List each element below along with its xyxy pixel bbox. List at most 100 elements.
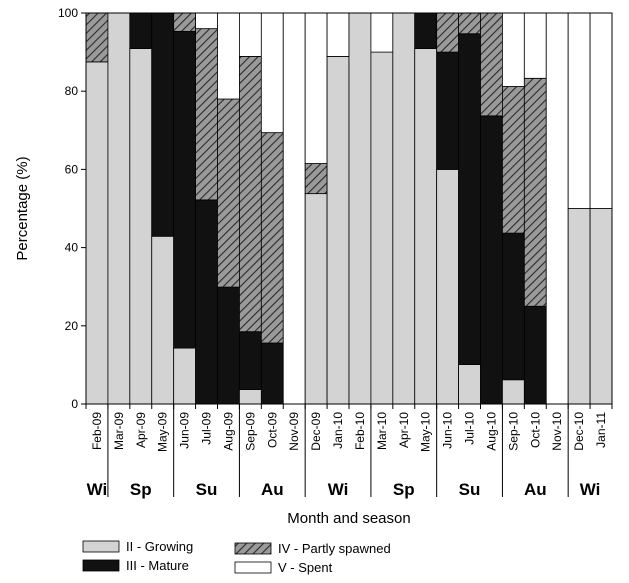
bar-segment-jun-10-ii-growing xyxy=(436,168,459,405)
x-tick-label-apr-10: Apr-10 xyxy=(397,412,411,448)
bar-segment-may-10-ii-growing xyxy=(414,48,438,405)
x-tick-label-dec-10: Dec-10 xyxy=(572,412,586,451)
season-label-su: Su xyxy=(196,480,218,499)
bar-segment-sep-09-iii-mature xyxy=(239,331,262,390)
bar-segment-may-09-ii-growing xyxy=(151,235,175,405)
bar-segment-mar-09-ii-growing xyxy=(107,12,131,405)
x-tick-label-jun-10: Jun-10 xyxy=(441,412,455,449)
x-tick-label-may-09: May-09 xyxy=(156,412,170,452)
bar-segment-mar-10-ii-growing xyxy=(370,51,394,405)
season-label-au: Au xyxy=(261,480,284,499)
bar-segment-jun-09-iii-mature xyxy=(173,30,196,349)
bar-segment-feb-09-ii-growing xyxy=(85,61,109,405)
legend-swatch-v-spent xyxy=(234,561,272,574)
x-tick-label-feb-09: Feb-09 xyxy=(90,412,104,450)
y-tick-label: 0 xyxy=(71,397,78,411)
bar-segment-aug-10-iv-partly-spawned xyxy=(480,12,503,117)
bar-segment-dec-10-ii-growing xyxy=(567,208,591,405)
bar-segment-oct-09-v-spent xyxy=(260,12,284,134)
x-tick-label-mar-10: Mar-10 xyxy=(375,412,389,450)
bar-segment-jan-10-ii-growing xyxy=(326,56,350,405)
x-tick-label-jul-09: Jul-09 xyxy=(200,412,214,445)
bar-segment-oct-09-iv-partly-spawned xyxy=(260,132,284,344)
bar-segment-jan-11-v-spent xyxy=(589,12,613,209)
x-tick-label-jan-10: Jan-10 xyxy=(331,412,345,449)
season-label-wi: Wi xyxy=(328,480,349,499)
bar-segment-oct-09-iii-mature xyxy=(260,342,284,405)
bar-segment-oct-10-iii-mature xyxy=(523,305,547,405)
legend-swatch-iii-mature xyxy=(82,559,120,572)
y-tick-label: 20 xyxy=(65,319,79,333)
bar-segment-feb-10-ii-growing xyxy=(348,12,372,405)
bar-segment-jul-10-iii-mature xyxy=(458,33,481,365)
legend: II - Growing III - Mature IV - Partly spaw… xyxy=(82,539,391,575)
season-label-sp: Sp xyxy=(130,480,152,499)
bar-segment-jul-09-iv-partly-spawned xyxy=(195,28,218,201)
season-label-sp: Sp xyxy=(393,480,415,499)
bar-segment-sep-10-v-spent xyxy=(502,12,525,87)
bar-segment-aug-09-iii-mature xyxy=(217,286,240,405)
x-tick-label-jan-11: Jan-11 xyxy=(594,412,608,448)
x-tick-label-feb-10: Feb-10 xyxy=(353,412,367,450)
x-tick-label-apr-09: Apr-09 xyxy=(134,412,148,448)
bar-segment-dec-09-iv-partly-spawned xyxy=(304,163,328,195)
x-tick-label-aug-09: Aug-09 xyxy=(221,412,235,451)
bar-segment-oct-10-v-spent xyxy=(523,12,547,79)
bar-segment-sep-10-ii-growing xyxy=(502,379,525,405)
y-tick-label: 40 xyxy=(65,241,79,255)
bar-segment-nov-09-v-spent xyxy=(282,12,306,405)
bar-segment-aug-10-iii-mature xyxy=(480,115,503,405)
bar-segment-dec-10-v-spent xyxy=(567,12,591,209)
y-tick-label: 60 xyxy=(65,162,79,176)
bar-segment-sep-10-iv-partly-spawned xyxy=(502,86,525,234)
bar-segment-jun-10-iv-partly-spawned xyxy=(436,12,459,53)
x-tick-label-jul-10: Jul-10 xyxy=(463,412,477,445)
x-tick-label-nov-09: Nov-09 xyxy=(287,412,301,451)
legend-label-ii-growing: II - Growing xyxy=(126,539,193,554)
bar-segment-jul-09-iii-mature xyxy=(195,199,218,405)
bar-segment-aug-09-v-spent xyxy=(217,12,240,100)
bar-segment-jan-10-v-spent xyxy=(326,12,350,57)
bar-segment-jun-10-iii-mature xyxy=(436,51,459,170)
x-tick-label-mar-09: Mar-09 xyxy=(112,412,126,450)
x-tick-label-sep-09: Sep-09 xyxy=(243,412,257,451)
x-tick-label-oct-10: Oct-10 xyxy=(528,412,542,448)
x-tick-label-dec-09: Dec-09 xyxy=(309,412,323,451)
legend-label-iii-mature: III - Mature xyxy=(126,558,189,573)
x-tick-label-may-10: May-10 xyxy=(419,412,433,452)
bar-segment-feb-09-iv-partly-spawned xyxy=(85,12,109,63)
bar-segment-jun-09-ii-growing xyxy=(173,347,196,405)
bar-segment-sep-09-v-spent xyxy=(239,12,262,57)
bar-segment-oct-10-iv-partly-spawned xyxy=(523,77,547,307)
bar-segment-jul-09-v-spent xyxy=(195,12,218,30)
x-axis-title: Month and season xyxy=(287,510,410,527)
x-tick-label-sep-10: Sep-10 xyxy=(506,412,520,451)
bar-segment-sep-10-iii-mature xyxy=(502,232,525,381)
y-axis-title: Percentage (%) xyxy=(14,156,31,260)
bar-segment-sep-09-ii-growing xyxy=(239,389,262,405)
legend-swatch-iv-partly-spawned xyxy=(234,542,272,555)
bar-segment-aug-09-iv-partly-spawned xyxy=(217,98,240,288)
bar-segment-jun-09-iv-partly-spawned xyxy=(173,12,196,32)
season-label-au: Au xyxy=(524,480,547,499)
y-tick-label: 80 xyxy=(65,84,79,98)
x-tick-label-jun-09: Jun-09 xyxy=(178,412,192,449)
bar-segment-may-09-iii-mature xyxy=(151,12,175,237)
bar-segment-nov-10-v-spent xyxy=(545,12,569,405)
bar-segment-apr-09-ii-growing xyxy=(129,48,153,405)
bar-segment-dec-09-ii-growing xyxy=(304,193,328,405)
bar-segment-mar-10-v-spent xyxy=(370,12,394,53)
y-tick-label: 100 xyxy=(58,6,78,20)
x-tick-label-aug-10: Aug-10 xyxy=(484,412,498,451)
legend-label-iv-partly-spawned: IV - Partly spawned xyxy=(278,541,391,556)
bar-segment-sep-09-iv-partly-spawned xyxy=(239,56,262,333)
bar-segment-dec-09-v-spent xyxy=(304,12,328,164)
x-tick-label-oct-09: Oct-09 xyxy=(265,412,279,448)
bar-segment-jul-10-ii-growing xyxy=(458,364,481,405)
season-label-wi: Wi xyxy=(87,480,108,499)
bar-segment-apr-10-ii-growing xyxy=(392,12,416,405)
bar-segment-apr-09-iii-mature xyxy=(129,12,153,49)
bar-segment-may-10-iii-mature xyxy=(414,12,438,49)
bar-segment-jan-11-ii-growing xyxy=(589,208,613,405)
